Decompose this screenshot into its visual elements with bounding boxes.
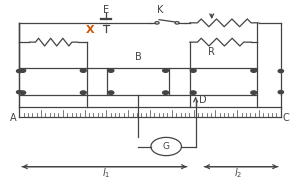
Text: X: X [85, 25, 94, 35]
Text: $l_1$: $l_1$ [102, 166, 110, 179]
Text: $l_2$: $l_2$ [234, 166, 242, 179]
Circle shape [16, 69, 22, 73]
Circle shape [251, 91, 257, 94]
Circle shape [278, 69, 284, 73]
Text: D: D [199, 95, 207, 105]
Circle shape [190, 69, 196, 72]
Circle shape [163, 91, 169, 94]
Circle shape [108, 91, 114, 94]
Circle shape [251, 69, 257, 72]
Circle shape [108, 69, 114, 72]
Bar [19, 68, 87, 95]
Circle shape [80, 69, 86, 72]
Circle shape [190, 91, 196, 94]
Circle shape [20, 91, 26, 94]
Text: A: A [10, 113, 16, 124]
Circle shape [80, 91, 86, 94]
Circle shape [278, 91, 284, 94]
Text: E: E [103, 5, 109, 15]
Text: K: K [157, 5, 164, 15]
Circle shape [20, 69, 26, 72]
Text: B: B [135, 52, 142, 62]
Text: R: R [208, 47, 215, 57]
Circle shape [16, 91, 22, 94]
Text: G: G [163, 142, 170, 151]
Bar [107, 68, 169, 95]
Circle shape [163, 69, 169, 72]
Text: C: C [283, 113, 289, 124]
Bar [190, 68, 257, 95]
